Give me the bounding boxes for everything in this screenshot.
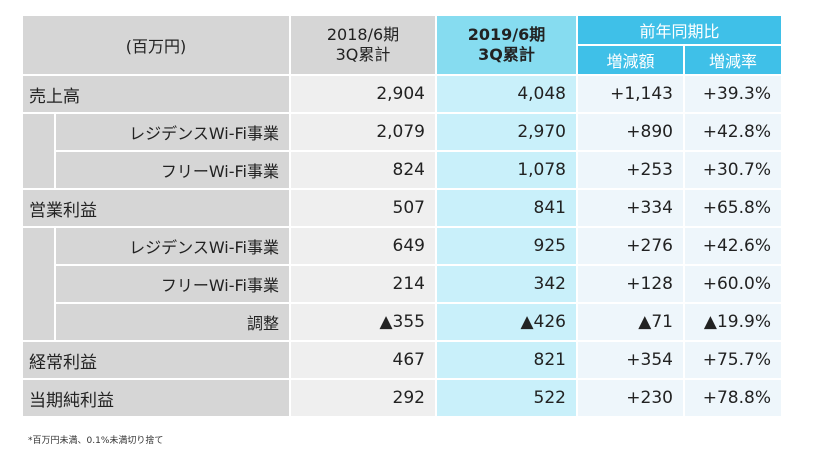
financial-table: (百万円) 2018/6期 3Q累計 2019/6期 3Q累計 前年同期比 増減… (21, 14, 783, 418)
prev-value: 2,079 (291, 114, 435, 150)
current-value: ▲426 (437, 304, 576, 340)
yoy-amount: +354 (578, 342, 683, 378)
prev-value: 824 (291, 152, 435, 188)
yoy-rate: +75.7% (685, 342, 781, 378)
yoy-header: 前年同期比 (578, 16, 781, 44)
yoy-rate-header: 増減率 (685, 46, 781, 74)
row-label-net-income: 当期純利益 (23, 380, 289, 416)
prev-value: 507 (291, 190, 435, 226)
yoy-rate: +78.8% (685, 380, 781, 416)
current-value: 2,970 (437, 114, 576, 150)
current-value: 821 (437, 342, 576, 378)
yoy-amount-header: 増減額 (578, 46, 683, 74)
current-value: 1,078 (437, 152, 576, 188)
row-label-sales-free: フリーWi-Fi事業 (56, 152, 289, 188)
prev-period-header: 2018/6期 3Q累計 (291, 16, 435, 74)
current-period-header: 2019/6期 3Q累計 (437, 16, 576, 74)
prev-value: 2,904 (291, 76, 435, 112)
table-row: 調整 ▲355 ▲426 ▲71 ▲19.9% (23, 304, 781, 340)
row-label-operating-profit: 営業利益 (23, 190, 289, 226)
prev-value: 292 (291, 380, 435, 416)
yoy-rate: ▲19.9% (685, 304, 781, 340)
table-row: フリーWi-Fi事業 824 1,078 +253 +30.7% (23, 152, 781, 188)
prev-value: 649 (291, 228, 435, 264)
yoy-amount: +890 (578, 114, 683, 150)
table-row: 営業利益 507 841 +334 +65.8% (23, 190, 781, 226)
unit-label: (百万円) (23, 16, 289, 74)
yoy-amount: ▲71 (578, 304, 683, 340)
table-row: 売上高 2,904 4,048 +1,143 +39.3% (23, 76, 781, 112)
yoy-amount: +334 (578, 190, 683, 226)
current-value: 4,048 (437, 76, 576, 112)
prev-value: 467 (291, 342, 435, 378)
yoy-amount: +128 (578, 266, 683, 302)
current-value: 522 (437, 380, 576, 416)
yoy-amount: +1,143 (578, 76, 683, 112)
current-value: 342 (437, 266, 576, 302)
current-value: 841 (437, 190, 576, 226)
table-row: 経常利益 467 821 +354 +75.7% (23, 342, 781, 378)
row-label-op-adjustment: 調整 (56, 304, 289, 340)
indent-spacer (23, 114, 54, 188)
row-label-sales-residence: レジデンスWi-Fi事業 (56, 114, 289, 150)
yoy-rate: +39.3% (685, 76, 781, 112)
prev-value: 214 (291, 266, 435, 302)
table-row: 当期純利益 292 522 +230 +78.8% (23, 380, 781, 416)
yoy-rate: +30.7% (685, 152, 781, 188)
row-label-sales: 売上高 (23, 76, 289, 112)
row-label-op-free: フリーWi-Fi事業 (56, 266, 289, 302)
table-row: レジデンスWi-Fi事業 2,079 2,970 +890 +42.8% (23, 114, 781, 188)
yoy-rate: +60.0% (685, 266, 781, 302)
yoy-amount: +253 (578, 152, 683, 188)
yoy-rate: +42.8% (685, 114, 781, 150)
yoy-amount: +276 (578, 228, 683, 264)
yoy-rate: +65.8% (685, 190, 781, 226)
current-value: 925 (437, 228, 576, 264)
table-row: フリーWi-Fi事業 214 342 +128 +60.0% (23, 266, 781, 302)
indent-spacer (23, 228, 54, 340)
row-label-op-residence: レジデンスWi-Fi事業 (56, 228, 289, 264)
yoy-rate: +42.6% (685, 228, 781, 264)
footnote: *百万円未満、0.1%未満切り捨て (28, 436, 164, 446)
yoy-amount: +230 (578, 380, 683, 416)
table-row: レジデンスWi-Fi事業 649 925 +276 +42.6% (23, 228, 781, 340)
row-label-ordinary-profit: 経常利益 (23, 342, 289, 378)
prev-value: ▲355 (291, 304, 435, 340)
